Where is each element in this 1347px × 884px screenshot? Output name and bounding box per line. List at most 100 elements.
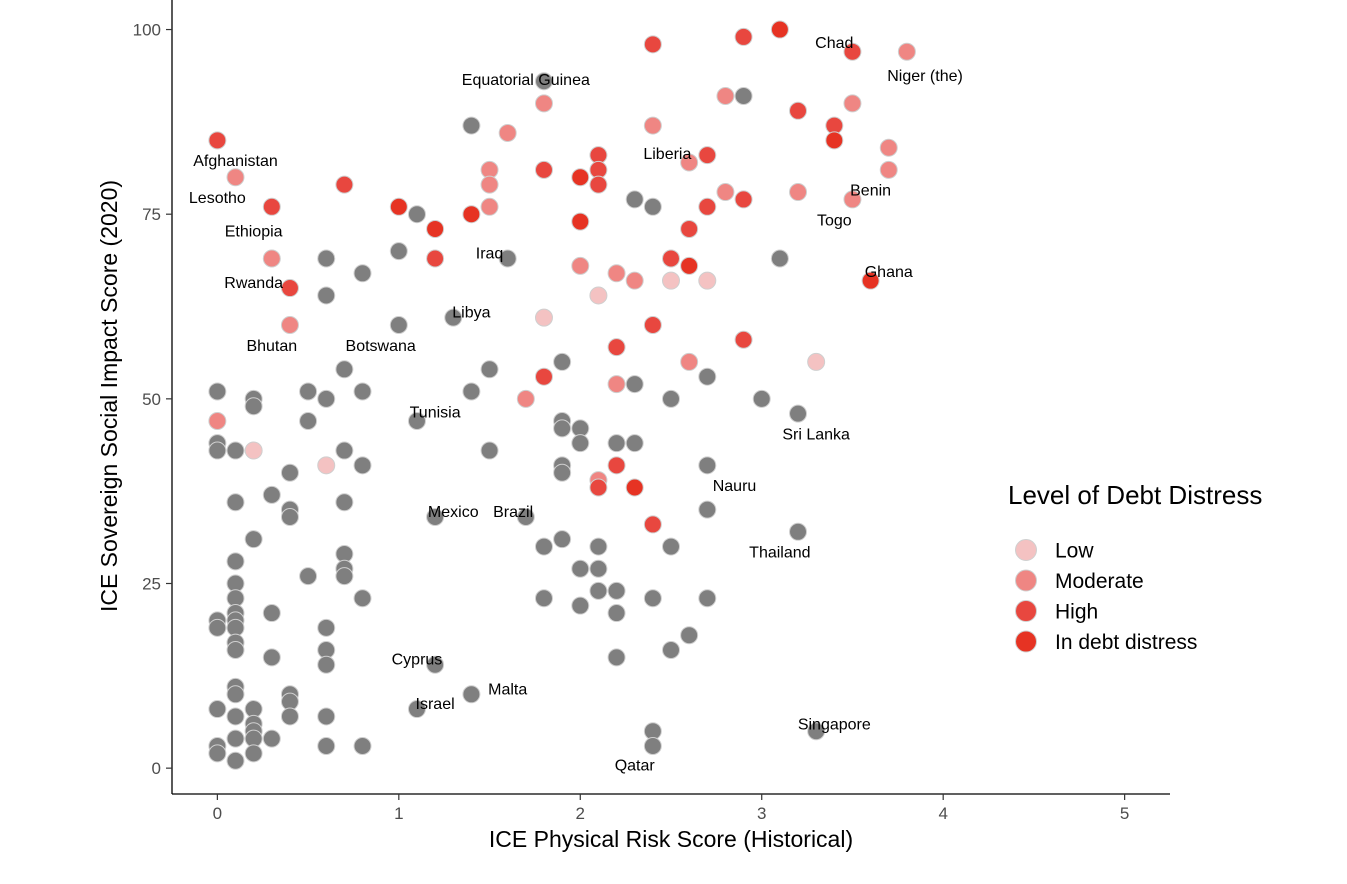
data-point-none [607, 604, 626, 623]
legend-swatch [1015, 539, 1037, 561]
data-point-moderate [716, 183, 735, 202]
country-label: Equatorial Guinea [462, 72, 590, 89]
data-point-high [534, 367, 553, 386]
x-axis-title: ICE Physical Risk Score (Historical) [489, 826, 853, 852]
data-point-none [280, 463, 299, 482]
data-point-moderate [680, 153, 699, 172]
data-point-none [244, 744, 263, 763]
data-point-moderate [208, 412, 227, 431]
x-axis-ticks: 0 1 2 3 4 5 [213, 794, 1129, 823]
data-point-distress [861, 271, 880, 290]
data-point-none [516, 508, 535, 527]
x-tick-label: 2 [576, 804, 585, 823]
data-point-none [571, 434, 590, 453]
data-point-low [317, 456, 336, 475]
data-point-moderate [625, 271, 644, 290]
data-point-moderate [716, 87, 735, 106]
data-point-none [625, 375, 644, 394]
data-point-low [244, 441, 263, 460]
legend-label: In debt distress [1055, 631, 1197, 654]
country-label: Brazil [493, 504, 533, 521]
data-point-none [226, 751, 245, 770]
data-point-none [226, 707, 245, 726]
data-point-high [843, 42, 862, 61]
country-label: Mexico [428, 504, 479, 521]
data-point-none [244, 397, 263, 416]
data-point-none [462, 382, 481, 401]
data-point-none [734, 87, 753, 106]
data-point-high [280, 279, 299, 298]
legend-label: Moderate [1055, 570, 1144, 593]
data-point-none [407, 205, 426, 224]
y-tick-label: 100 [133, 21, 161, 40]
data-point-none [317, 707, 336, 726]
data-point-none [534, 589, 553, 608]
data-point-none [643, 197, 662, 216]
data-point-none [752, 389, 771, 408]
data-point-none [262, 604, 281, 623]
data-point-distress [426, 219, 445, 238]
data-point-moderate [262, 249, 281, 268]
country-label: Nauru [713, 478, 757, 495]
data-point-none [389, 315, 408, 334]
country-label: Botswana [346, 338, 416, 355]
data-point-none [262, 485, 281, 504]
legend-swatch [1015, 600, 1037, 622]
data-point-none [262, 648, 281, 667]
data-point-none [353, 456, 372, 475]
data-point-none [407, 412, 426, 431]
data-point-none [534, 72, 553, 91]
data-point-none [335, 567, 354, 586]
country-label: Israel [416, 696, 455, 713]
x-tick-label: 1 [394, 804, 403, 823]
data-point-none [571, 596, 590, 615]
country-label: Chad [815, 35, 853, 52]
data-point-high [589, 478, 608, 497]
data-point-moderate [879, 160, 898, 179]
data-point-moderate [897, 42, 916, 61]
x-tick-label: 4 [938, 804, 947, 823]
data-point-none [589, 581, 608, 600]
country-label: Afghanistan [193, 153, 278, 170]
data-point-high [680, 219, 699, 238]
data-point-none [317, 286, 336, 305]
data-point-none [208, 441, 227, 460]
data-point-none [662, 537, 680, 556]
data-point-low [662, 271, 680, 290]
data-point-none [553, 463, 572, 482]
y-axis-title: ICE Sovereign Social Impact Score (2020) [96, 180, 122, 612]
country-label: Malta [488, 681, 527, 698]
data-point-high [335, 175, 354, 194]
data-point-low [534, 308, 553, 327]
data-point-distress [462, 205, 481, 224]
data-point-distress [680, 256, 699, 275]
data-point-none [571, 559, 590, 578]
data-point-none [698, 589, 717, 608]
data-point-none [607, 581, 626, 600]
data-point-moderate [789, 183, 808, 202]
country-label: Ethiopia [225, 223, 283, 240]
country-label: Togo [817, 212, 852, 229]
data-point-distress [825, 131, 844, 150]
data-point-low [589, 286, 608, 305]
country-label: Rwanda [224, 275, 283, 292]
data-point-none [208, 744, 227, 763]
data-point-none [353, 736, 372, 755]
country-label: Ghana [865, 264, 913, 281]
data-point-none [534, 537, 553, 556]
data-point-none [353, 264, 372, 283]
legend-label: High [1055, 601, 1098, 624]
point-annotations: Chad Niger (the) Equatorial Guinea Afghanis… [189, 35, 963, 774]
country-label: Cyprus [392, 652, 443, 669]
legend-swatch [1015, 630, 1037, 653]
data-point-low [807, 352, 826, 371]
data-point-moderate [516, 389, 535, 408]
data-point-none [553, 530, 572, 549]
data-point-high [698, 146, 717, 165]
legend-items: Low Moderate High In debt distress [1015, 539, 1197, 654]
data-point-none [462, 685, 481, 704]
x-tick-label: 5 [1120, 804, 1129, 823]
country-label: Tunisia [410, 404, 461, 421]
data-point-none [407, 700, 426, 719]
